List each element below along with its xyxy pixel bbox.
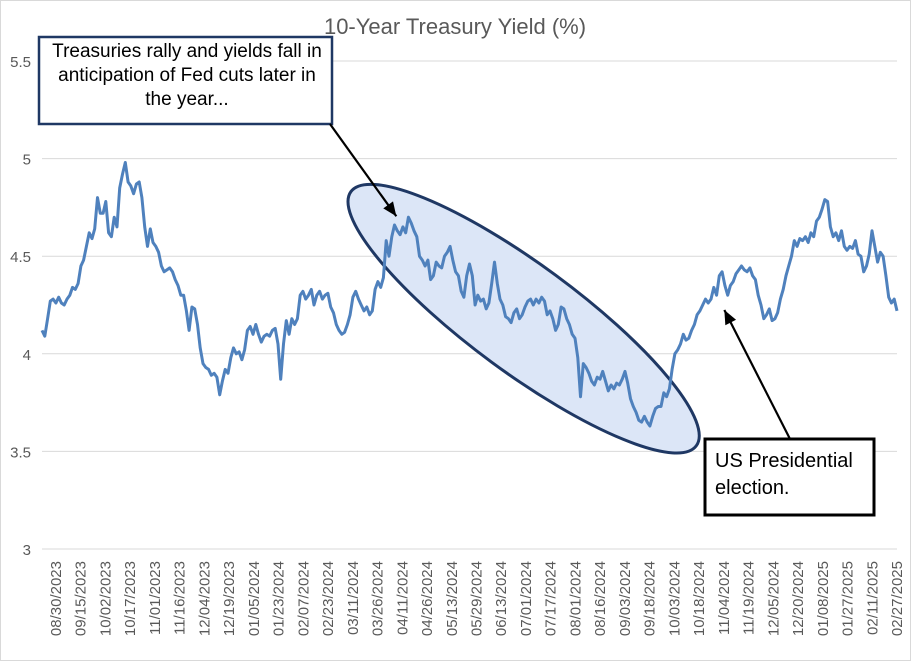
annotation-fed-cuts-text: Treasuries rally and yields fall in anti… bbox=[42, 40, 332, 112]
x-tick-label-34: 02/27/2025 bbox=[889, 561, 906, 636]
annotation-election-line-1: US Presidential bbox=[715, 450, 853, 472]
x-tick-label-22: 08/16/2024 bbox=[592, 561, 609, 636]
y-tick-label-2: 4 bbox=[23, 347, 31, 364]
x-tick-label-17: 05/29/2024 bbox=[469, 561, 486, 636]
annotation-election-text: US Presidential election. bbox=[715, 448, 875, 502]
x-tick-label-0: 08/30/2023 bbox=[48, 561, 65, 636]
annotation-fed-cuts-box bbox=[37, 35, 334, 126]
series-line bbox=[40, 161, 899, 428]
y-tick-label-0: 3 bbox=[23, 542, 31, 559]
y-tick-label-5: 5.5 bbox=[10, 54, 31, 71]
x-tick-label-1: 09/15/2023 bbox=[73, 561, 90, 636]
x-tick-label-30: 12/20/2024 bbox=[790, 561, 807, 636]
x-axis-ticks: 08/30/2023 09/15/2023 10/02/2023 10/17/2023… bbox=[48, 561, 906, 636]
x-tick-label-16: 05/13/2024 bbox=[444, 561, 461, 636]
x-tick-label-14: 04/11/2024 bbox=[394, 561, 411, 635]
x-tick-label-24: 09/18/2024 bbox=[642, 561, 659, 636]
x-tick-label-29: 12/05/2024 bbox=[765, 561, 782, 636]
x-tick-label-4: 11/01/2023 bbox=[147, 561, 164, 635]
x-tick-label-9: 01/23/2024 bbox=[271, 561, 288, 636]
x-tick-label-7: 12/19/2023 bbox=[221, 561, 238, 636]
x-tick-label-23: 09/03/2024 bbox=[617, 561, 634, 636]
x-tick-label-6: 12/04/2023 bbox=[196, 561, 213, 636]
x-tick-label-27: 11/04/2024 bbox=[716, 561, 733, 635]
annotation-fed-cuts-line-2: anticipation of Fed cuts later in bbox=[58, 65, 316, 86]
x-tick-label-32: 01/27/2025 bbox=[840, 561, 857, 636]
x-tick-label-2: 10/02/2023 bbox=[97, 561, 114, 636]
annotation-election-arrow-shaft bbox=[723, 309, 791, 440]
annotation-election-line-2: election. bbox=[715, 477, 790, 499]
x-tick-label-15: 04/26/2024 bbox=[419, 561, 436, 636]
x-tick-label-26: 10/18/2024 bbox=[691, 561, 708, 636]
x-tick-label-5: 11/16/2023 bbox=[172, 561, 189, 635]
x-tick-label-28: 11/19/2024 bbox=[741, 561, 758, 635]
x-tick-label-18: 06/13/2024 bbox=[493, 561, 510, 636]
annotation-election-arrow bbox=[723, 309, 791, 440]
x-tick-label-10: 02/07/2024 bbox=[295, 561, 312, 636]
x-tick-label-21: 08/01/2024 bbox=[567, 561, 584, 636]
x-tick-label-13: 03/26/2024 bbox=[370, 561, 387, 636]
x-tick-label-20: 07/17/2024 bbox=[543, 561, 560, 636]
annotation-fed-cuts-arrow-shaft bbox=[329, 123, 398, 217]
x-tick-label-3: 10/17/2023 bbox=[122, 561, 139, 636]
y-tick-label-1: 3.5 bbox=[10, 444, 31, 461]
annotation-election-arrow-head bbox=[724, 310, 737, 326]
x-tick-label-33: 02/11/2025 bbox=[864, 561, 881, 635]
x-tick-label-8: 01/05/2024 bbox=[246, 561, 263, 636]
y-tick-label-3: 4.5 bbox=[10, 249, 31, 266]
x-tick-label-19: 07/01/2024 bbox=[518, 561, 535, 636]
annotation-election-box bbox=[703, 437, 876, 517]
annotation-fed-cuts-arrow bbox=[329, 123, 398, 217]
x-tick-label-25: 10/03/2024 bbox=[666, 561, 683, 636]
annotation-fed-cuts-line-3: the year... bbox=[145, 89, 229, 110]
x-tick-label-31: 01/08/2025 bbox=[815, 561, 832, 636]
annotations bbox=[37, 35, 876, 517]
y-tick-label-4: 5 bbox=[23, 152, 31, 169]
x-tick-label-12: 03/11/2024 bbox=[345, 561, 362, 635]
series-layer bbox=[40, 161, 899, 428]
y-axis-ticks: 3 3.5 4 4.5 5 5.5 bbox=[10, 54, 31, 559]
x-tick-label-11: 02/23/2024 bbox=[320, 561, 337, 636]
chart-title: 10-Year Treasury Yield (%) bbox=[324, 14, 586, 39]
annotation-fed-cuts-line-1: Treasuries rally and yields fall in bbox=[52, 41, 322, 62]
annotation-fed-cuts-arrow-head bbox=[383, 201, 397, 217]
